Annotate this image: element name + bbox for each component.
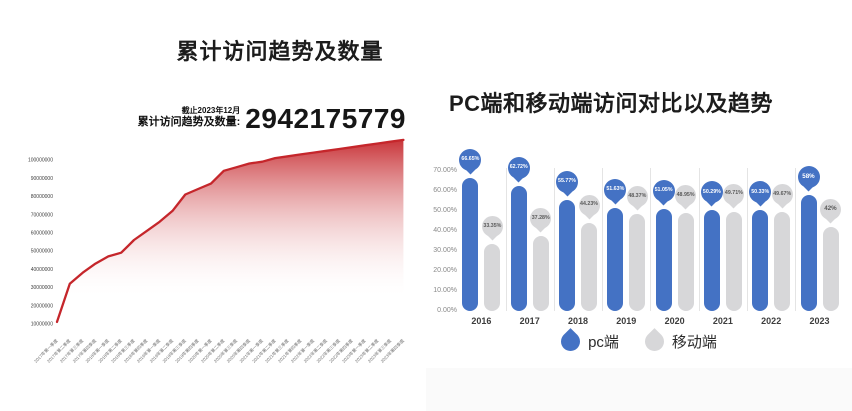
x-axis-label: 2016 xyxy=(471,316,492,326)
mobile-value-bubble: 33.35% xyxy=(481,216,503,238)
comparison-chart-plot: 70.00% 60.00% 50.00% 40.00% 30.00% 20.00% 10.0… xyxy=(426,0,852,411)
pc-bar xyxy=(752,210,769,311)
legend-item-mobile[interactable]: 移动端 xyxy=(640,328,717,355)
group-gridline xyxy=(698,168,700,311)
mobile-bar xyxy=(677,213,694,311)
mobile-value-bubble: 42% xyxy=(820,199,841,220)
pc-value-bubble: 51.63% xyxy=(604,178,627,201)
y-axis-label: 80000000 xyxy=(31,194,53,200)
y-axis-label: 20.00% xyxy=(433,267,457,274)
comparison-chart-title: PC端和移动端访问对比以及趋势 xyxy=(449,91,774,116)
pc-value-bubble: 66.65% xyxy=(459,148,482,171)
mobile-bar xyxy=(581,222,597,311)
mobile-bar xyxy=(629,214,646,311)
pc-bar xyxy=(655,208,672,311)
as-of-date-label: 截止2023年12月 xyxy=(181,106,241,116)
pc-bar xyxy=(559,199,575,311)
pc-value-bubble: 50.33% xyxy=(749,181,772,204)
mobile-value-bubble: 48.37% xyxy=(626,186,648,208)
mobile-value-bubble: 48.95% xyxy=(675,185,697,207)
pc-bar xyxy=(607,207,624,311)
area-fill xyxy=(57,139,404,334)
pc-value-bubble: 58% xyxy=(797,166,820,188)
y-axis-label: 30000000 xyxy=(31,285,53,291)
background-strip xyxy=(426,368,852,411)
pc-value-bubble: 62.72% xyxy=(507,156,530,179)
y-axis-label: 10.00% xyxy=(433,287,457,294)
legend-item-pc[interactable]: pc端 xyxy=(557,328,619,355)
y-axis-label: 30.00% xyxy=(433,247,457,254)
group-gridline xyxy=(505,168,507,311)
y-axis-label: 60000000 xyxy=(31,231,53,237)
y-axis-label: 100000000 xyxy=(28,158,53,164)
mobile-drop-icon xyxy=(640,328,668,355)
mobile-bar xyxy=(822,227,839,311)
group-gridline xyxy=(795,168,797,311)
pc-bar xyxy=(703,210,720,311)
mobile-bar xyxy=(484,244,501,311)
pc-value-bubble: 51.05% xyxy=(652,179,675,202)
x-axis-label: 2022 xyxy=(761,316,782,326)
cumulative-total-value: 2942175779 xyxy=(245,103,406,134)
pc-bar xyxy=(800,195,817,311)
x-axis-label: 2018 xyxy=(567,316,589,326)
pc-bar xyxy=(462,177,479,311)
x-axis-label: 2020 xyxy=(664,316,685,326)
pc-value-bubble: 55.77% xyxy=(556,170,578,193)
x-axis-label: 2017 xyxy=(519,316,540,326)
y-axis-label: 40000000 xyxy=(31,267,53,273)
cumulative-total-block: 截止2023年12月 累计访问趋势及数量: 2942175779 xyxy=(110,103,406,134)
x-axis-label: 2023 xyxy=(809,316,830,326)
pc-value-bubble: 50.29% xyxy=(700,181,723,204)
chart-legend: pc端 移动端 xyxy=(426,328,852,355)
mobile-value-bubble: 49.71% xyxy=(723,183,745,205)
cumulative-chart-title: 累计访问趋势及数量 xyxy=(176,39,384,64)
y-axis-label: 50000000 xyxy=(31,249,53,255)
mobile-bar xyxy=(774,211,791,311)
y-axis-label: 70.00% xyxy=(433,167,457,174)
group-gridline xyxy=(602,168,604,311)
x-axis-label: 2021 xyxy=(712,316,733,326)
group-gridline xyxy=(650,168,652,311)
cumulative-area-chart: 100000000 90000000 80000000 70000000 6000000… xyxy=(28,138,406,364)
group-gridline xyxy=(747,168,748,311)
mobile-bar xyxy=(532,236,549,311)
y-axis-label: 90000000 xyxy=(31,176,53,182)
pc-drop-icon xyxy=(557,328,584,355)
cumulative-total-label: 累计访问趋势及数量: xyxy=(137,116,241,129)
mobile-bar xyxy=(725,211,742,311)
mobile-value-bubble: 44.23% xyxy=(578,194,600,216)
y-axis-label: 60.00% xyxy=(433,187,457,194)
y-axis-label: 70000000 xyxy=(31,212,53,218)
y-axis-label: 10000000 xyxy=(31,322,53,328)
trend-line xyxy=(55,138,405,324)
group-gridline xyxy=(553,168,555,311)
legend-mobile-label: 移动端 xyxy=(671,334,717,351)
mobile-value-bubble: 49.67% xyxy=(771,183,793,205)
mobile-value-bubble: 37.28% xyxy=(530,208,552,230)
pc-bar xyxy=(510,185,527,311)
y-axis-label: 40.00% xyxy=(433,227,457,234)
x-axis-label: 2019 xyxy=(616,316,637,326)
y-axis-label: 20000000 xyxy=(31,303,53,309)
y-axis-label: 0.00% xyxy=(437,307,457,314)
legend-pc-label: pc端 xyxy=(588,334,619,351)
y-axis-label: 50.00% xyxy=(433,207,457,214)
